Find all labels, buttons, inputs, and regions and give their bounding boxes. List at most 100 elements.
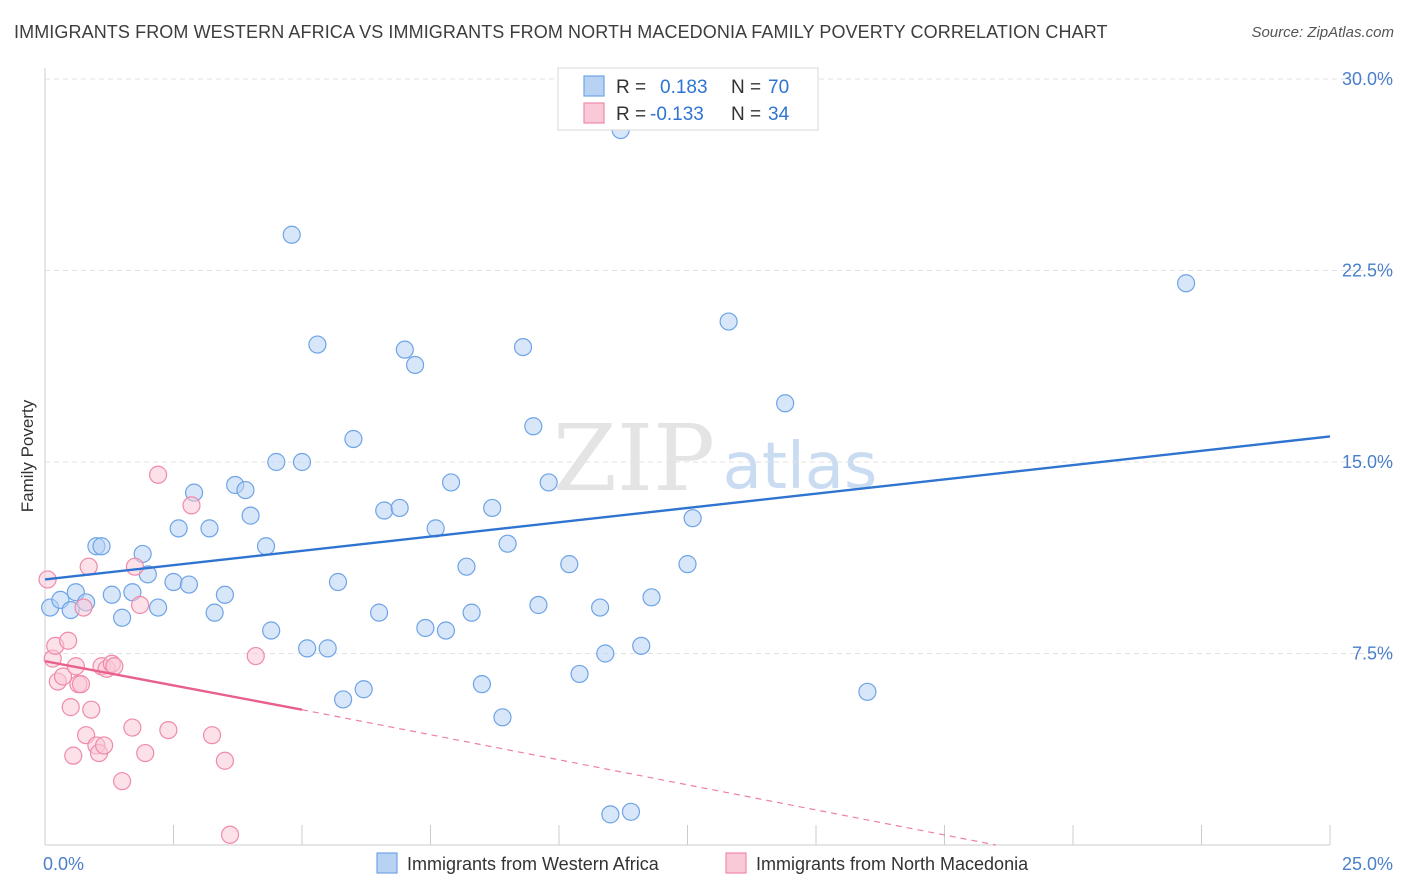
gridlines (45, 78, 1390, 654)
western-africa-point-65 (719, 312, 738, 331)
source-credit: Source: ZipAtlas.com (1251, 24, 1394, 41)
western-africa-point-32 (334, 690, 353, 709)
north-macedonia-trend-extension (301, 709, 997, 846)
north-macedonia-point-26 (136, 743, 155, 763)
legend-swatch-western-africa (376, 852, 398, 874)
stats-n-value-pink: 34 (768, 104, 790, 125)
watermark-atlas: atlas (723, 430, 878, 504)
western-africa-point-8 (112, 608, 132, 627)
stats-r-value-blue: 0.183 (660, 77, 708, 98)
western-africa-point-51 (524, 417, 543, 436)
watermark: ZIP atlas (553, 405, 877, 512)
western-africa-point-48 (493, 708, 512, 727)
north-macedonia-point-18 (95, 736, 114, 755)
western-africa-point-46 (472, 675, 491, 694)
western-africa-point-68 (1176, 274, 1196, 293)
north-macedonia-point-33 (246, 646, 265, 666)
x-tick-label-min: 0.0% (43, 854, 84, 874)
western-africa-point-34 (354, 680, 373, 699)
western-africa-point-39 (405, 355, 425, 375)
western-africa-point-56 (591, 598, 610, 617)
western-africa-point-44 (457, 557, 476, 576)
western-africa-point-47 (483, 498, 502, 518)
western-africa-point-66 (776, 394, 795, 413)
western-africa-point-36 (375, 501, 394, 520)
trend-lines (44, 435, 1331, 846)
western-africa-point-30 (318, 639, 337, 658)
western-africa-point-50 (513, 338, 533, 357)
western-africa-point-7 (102, 585, 121, 604)
legend-label-western-africa: Immigrants from Western Africa (407, 854, 660, 874)
western-africa-point-52 (529, 595, 548, 615)
stats-r-label-blue: R = (616, 77, 646, 98)
stats-swatch-pink (583, 102, 605, 124)
western-africa-point-33 (344, 429, 363, 449)
north-macedonia-point-25 (130, 595, 150, 615)
y-axis-title: Family Poverty (18, 399, 37, 512)
western-africa-point-63 (678, 555, 697, 574)
series-western-africa-points (41, 87, 1196, 824)
western-africa-point-38 (395, 340, 414, 359)
north-macedonia-point-23 (123, 718, 142, 737)
western-africa-point-31 (328, 572, 348, 592)
western-africa-point-13 (164, 572, 183, 592)
western-africa-point-29 (308, 335, 327, 354)
western-africa-point-27 (292, 452, 312, 472)
western-africa-point-67 (858, 682, 877, 701)
y-tick-label-0: 7.5% (1352, 644, 1393, 664)
western-africa-point-22 (241, 506, 260, 525)
north-macedonia-point-32 (220, 825, 240, 844)
north-macedonia-point-24 (125, 557, 145, 576)
western-africa-point-26 (282, 225, 301, 244)
western-africa-point-40 (416, 618, 435, 638)
north-macedonia-point-31 (215, 751, 234, 770)
western-africa-point-28 (298, 639, 317, 658)
western-africa-point-60 (621, 802, 641, 821)
western-africa-point-15 (179, 575, 199, 594)
western-africa-point-64 (683, 509, 702, 528)
watermark-zip: ZIP (553, 405, 715, 512)
north-macedonia-point-22 (112, 772, 132, 791)
western-africa-point-57 (596, 644, 615, 663)
western-africa-point-25 (267, 452, 286, 472)
western-africa-trend-line (44, 435, 1331, 581)
y-tick-label-2: 22.5% (1342, 261, 1393, 281)
legend-label-north-macedonia: Immigrants from North Macedonia (756, 854, 1029, 874)
western-africa-point-19 (215, 585, 234, 604)
western-africa-point-55 (570, 664, 589, 684)
legend-swatch-north-macedonia (725, 852, 747, 874)
north-macedonia-point-27 (148, 465, 168, 484)
north-macedonia-point-7 (64, 746, 83, 765)
western-africa-point-24 (262, 621, 281, 640)
chart-title: IMMIGRANTS FROM WESTERN AFRICA VS IMMIGR… (14, 22, 1108, 42)
north-macedonia-point-11 (74, 598, 93, 617)
western-africa-point-14 (169, 519, 188, 538)
north-macedonia-point-28 (159, 720, 178, 740)
western-africa-point-43 (441, 473, 461, 492)
stats-box: R = 0.183 N = 70 R = -0.133 N = 34 (557, 67, 819, 131)
stats-r-value-pink: -0.133 (650, 104, 704, 125)
western-africa-point-54 (560, 555, 579, 574)
western-africa-point-49 (498, 534, 517, 553)
x-axis-ticks (44, 825, 1331, 845)
western-africa-point-42 (436, 621, 456, 640)
western-africa-point-58 (601, 805, 620, 824)
western-africa-point-12 (148, 598, 168, 617)
north-macedonia-point-10 (71, 675, 91, 694)
stats-swatch-blue (583, 75, 605, 97)
western-africa-point-37 (390, 498, 409, 518)
north-macedonia-point-13 (79, 557, 98, 576)
western-africa-point-6 (92, 537, 111, 556)
western-africa-point-45 (462, 603, 481, 622)
north-macedonia-point-14 (82, 700, 101, 719)
western-africa-point-35 (370, 603, 389, 622)
western-africa-point-62 (642, 588, 661, 607)
stats-n-value-blue: 70 (768, 77, 789, 98)
x-tick-label-max: 25.0% (1342, 854, 1393, 874)
north-macedonia-trend-line (44, 659, 303, 711)
western-africa-point-21 (236, 480, 255, 500)
stats-r-label-pink: R = (616, 104, 646, 125)
stats-n-label-pink: N = (731, 104, 761, 125)
north-macedonia-point-5 (59, 631, 78, 650)
